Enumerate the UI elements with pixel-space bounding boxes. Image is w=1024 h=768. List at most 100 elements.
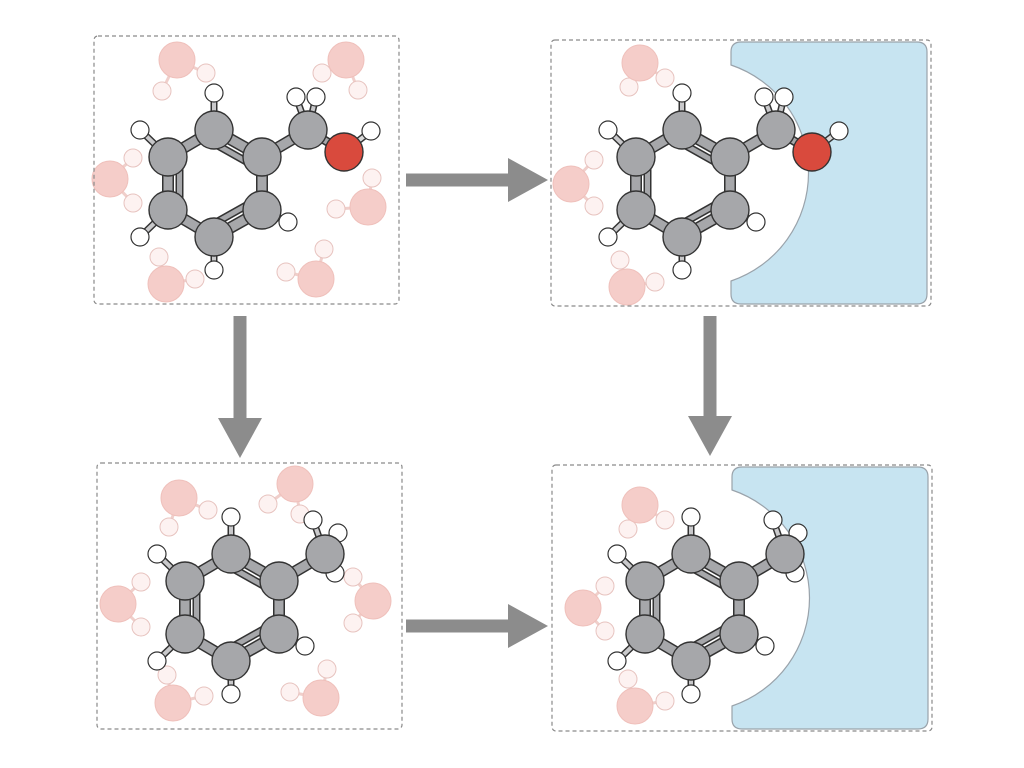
water-oxygen <box>327 41 365 79</box>
water-hydrogen <box>312 63 332 83</box>
panel-benzyl-alcohol-in-host <box>550 39 932 307</box>
carbon-atom <box>616 190 656 230</box>
water-hydrogen <box>276 262 296 282</box>
water-hydrogen <box>123 193 143 213</box>
host-pocket <box>730 41 928 305</box>
water-hydrogen <box>343 567 363 587</box>
hydrogen-atom <box>774 87 794 107</box>
water-hydrogen <box>159 517 179 537</box>
oxygen-atom <box>792 132 832 172</box>
hydrogen-atom <box>598 227 618 247</box>
hydrogen-atom <box>303 510 323 530</box>
water-oxygen <box>621 44 659 82</box>
hydrogen-atom <box>204 260 224 280</box>
carbon-atom <box>194 110 234 150</box>
carbon-atom <box>242 190 282 230</box>
hydrogen-atom <box>755 636 775 656</box>
water-oxygen <box>608 268 646 306</box>
hydrogen-atom <box>147 544 167 564</box>
water-hydrogen <box>131 572 151 592</box>
hydrogen-atom <box>754 87 774 107</box>
water-oxygen <box>154 684 192 722</box>
panel-benzyl-alcohol-in-water <box>91 35 400 305</box>
water-oxygen <box>297 260 335 298</box>
panel-border <box>551 464 933 732</box>
carbon-atom <box>662 217 702 257</box>
water-oxygen <box>616 687 654 725</box>
carbon-atom <box>211 534 251 574</box>
arrow-head <box>688 416 732 456</box>
water-hydrogen <box>258 494 278 514</box>
water-hydrogen <box>619 77 639 97</box>
hydrogen-atom <box>681 684 701 704</box>
water-oxygen <box>564 589 602 627</box>
hydrogen-atom <box>672 83 692 103</box>
carbon-atom <box>259 561 299 601</box>
carbon-atom <box>756 110 796 150</box>
water-hydrogen <box>194 686 214 706</box>
water-hydrogen <box>280 682 300 702</box>
water-oxygen <box>302 679 340 717</box>
carbon-atom <box>148 190 188 230</box>
carbon-atom <box>259 614 299 654</box>
carbon-atom <box>305 534 345 574</box>
water-hydrogen <box>131 617 151 637</box>
water-hydrogen <box>196 63 216 83</box>
water-oxygen <box>99 585 137 623</box>
carbon-atom <box>671 641 711 681</box>
hydrogen-atom <box>221 507 241 527</box>
water-hydrogen <box>655 510 675 530</box>
water-hydrogen <box>317 659 337 679</box>
water-hydrogen <box>362 168 382 188</box>
carbon-atom <box>165 561 205 601</box>
carbon-atom <box>710 137 750 177</box>
carbon-atom <box>671 534 711 574</box>
water-hydrogen <box>610 250 630 270</box>
water-hydrogen <box>343 613 363 633</box>
arrow-head <box>508 604 548 648</box>
arrow-benzyl-alcohol-in-water-to-toluene-in-water <box>218 316 262 458</box>
water-oxygen <box>354 582 392 620</box>
carbon-atom <box>719 614 759 654</box>
hydrogen-atom <box>130 120 150 140</box>
water-hydrogen <box>618 519 638 539</box>
water-hydrogen <box>314 239 334 259</box>
hydrogen-atom <box>672 260 692 280</box>
water-hydrogen <box>618 669 638 689</box>
panel-border <box>96 462 403 730</box>
water-hydrogen <box>152 81 172 101</box>
hydrogen-atom <box>130 227 150 247</box>
water-hydrogen <box>655 68 675 88</box>
water-oxygen <box>160 479 198 517</box>
water-hydrogen <box>584 150 604 170</box>
carbon-atom <box>211 641 251 681</box>
hydroxyl-hydrogen-atom <box>361 121 381 141</box>
hydrogen-atom <box>306 87 326 107</box>
arrow-benzyl-alcohol-in-water-to-benzyl-alcohol-in-host <box>406 158 548 202</box>
water-hydrogen <box>348 80 368 100</box>
panel-border <box>550 39 932 307</box>
carbon-atom <box>148 137 188 177</box>
carbon-atom <box>625 561 665 601</box>
water-hydrogen <box>157 665 177 685</box>
hydroxyl-hydrogen-atom <box>829 121 849 141</box>
water-hydrogen <box>655 691 675 711</box>
hydrogen-atom <box>763 510 783 530</box>
carbon-atom <box>765 534 805 574</box>
water-oxygen <box>349 188 387 226</box>
water-hydrogen <box>198 500 218 520</box>
hydrogen-atom <box>607 544 627 564</box>
arrow-benzyl-alcohol-in-host-to-toluene-in-host <box>688 316 732 456</box>
hydrogen-atom <box>681 507 701 527</box>
hydrogen-atom <box>607 651 627 671</box>
water-hydrogen <box>595 576 615 596</box>
water-hydrogen <box>584 196 604 216</box>
arrow-toluene-in-water-to-toluene-in-host <box>406 604 548 648</box>
panel-border <box>93 35 400 305</box>
panel-toluene-in-water <box>96 462 403 730</box>
carbon-atom <box>288 110 328 150</box>
carbon-atom <box>710 190 750 230</box>
arrow-head <box>508 158 548 202</box>
carbon-atom <box>165 614 205 654</box>
